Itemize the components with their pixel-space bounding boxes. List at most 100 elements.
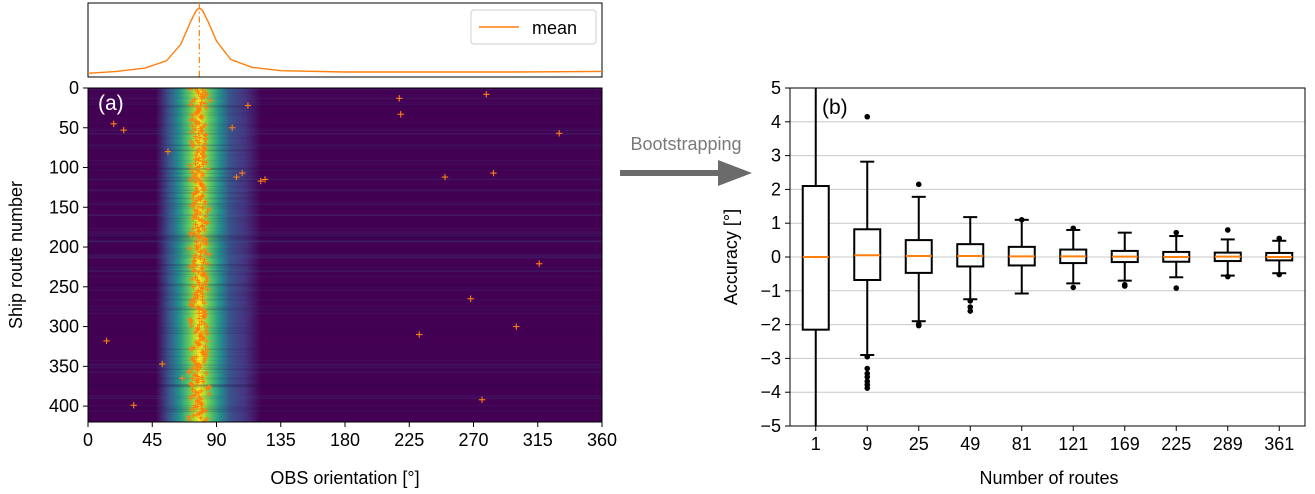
heatmap-streak bbox=[88, 103, 602, 106]
heatmap-streak bbox=[88, 330, 602, 332]
heatmap-panel: (a) 0 45 90 135 180 225 270 315 360 0 50 100 150 200… bbox=[6, 78, 617, 488]
y-tick-label: 250 bbox=[49, 277, 79, 297]
heatmap-marker bbox=[193, 160, 199, 166]
heatmap-streak bbox=[88, 122, 602, 124]
x-tick-label: 180 bbox=[330, 430, 360, 450]
y-tick-label: −3 bbox=[760, 348, 781, 368]
box-1 bbox=[801, 88, 830, 426]
heatmap-marker bbox=[189, 407, 195, 413]
heatmap-streak bbox=[88, 296, 602, 298]
box-81 bbox=[1007, 217, 1036, 295]
heatmap-marker bbox=[196, 120, 202, 126]
heatmap-marker bbox=[196, 322, 202, 328]
heatmap-streak bbox=[88, 312, 602, 314]
heatmap-streak bbox=[88, 410, 602, 412]
heatmap-streak bbox=[88, 235, 602, 237]
heatmap-marker bbox=[257, 177, 264, 185]
heatmap-streak bbox=[88, 178, 602, 181]
heatmap-marker bbox=[194, 363, 200, 369]
heatmap-marker bbox=[200, 349, 206, 355]
heatmap-streak bbox=[88, 172, 602, 174]
heatmap-marker bbox=[199, 265, 205, 271]
heatmap-marker bbox=[197, 135, 203, 141]
heatmap-marker bbox=[203, 132, 209, 138]
y-tick-label: 5 bbox=[771, 78, 781, 98]
y-tick-label: 0 bbox=[771, 247, 781, 267]
heatmap-streak bbox=[88, 236, 602, 238]
heatmap-streak bbox=[88, 150, 602, 152]
heatmap-streak bbox=[88, 231, 602, 232]
heatmap-streak bbox=[88, 244, 602, 246]
heatmap-marker bbox=[201, 94, 207, 100]
flier-point bbox=[967, 304, 974, 310]
heatmap-streak bbox=[88, 94, 602, 96]
heatmap-marker bbox=[188, 232, 194, 238]
heatmap-streak bbox=[88, 368, 602, 370]
y-tick-label: 200 bbox=[49, 237, 79, 257]
heatmap-marker bbox=[197, 169, 203, 175]
marginal-mean-line bbox=[87, 7, 603, 74]
heatmap-marker bbox=[193, 221, 199, 227]
y-tick-label: 400 bbox=[49, 396, 79, 416]
heatmap-streak bbox=[88, 217, 602, 220]
flier-point bbox=[1070, 284, 1077, 291]
flier-point bbox=[915, 181, 922, 188]
heatmap-marker bbox=[190, 413, 196, 419]
heatmap-marker bbox=[194, 246, 200, 252]
heatmap-streak bbox=[88, 363, 602, 366]
heatmap-marker bbox=[198, 415, 204, 421]
heatmap-marker bbox=[189, 123, 195, 129]
heatmap-marker bbox=[229, 124, 236, 131]
heatmap-marker bbox=[207, 384, 213, 390]
heatmap-marker bbox=[187, 395, 193, 401]
heatmap-marker bbox=[483, 91, 490, 98]
box-225 bbox=[1162, 229, 1191, 291]
heatmap-streak bbox=[88, 96, 602, 98]
heatmap-streak bbox=[88, 143, 602, 146]
legend-frame bbox=[470, 9, 597, 45]
heatmap-streak bbox=[88, 169, 602, 170]
heatmap-streak bbox=[88, 149, 602, 151]
heatmap-marker bbox=[192, 96, 198, 102]
heatmap-marker bbox=[203, 282, 209, 288]
heatmap-marker bbox=[189, 129, 195, 135]
heatmap-streak bbox=[88, 234, 602, 237]
flier-point bbox=[915, 322, 922, 329]
heatmap-marker bbox=[261, 176, 269, 183]
heatmap-marker bbox=[189, 276, 195, 282]
heatmap-marker bbox=[200, 266, 206, 272]
heatmap-streak bbox=[88, 273, 602, 275]
heatmap-background bbox=[88, 88, 602, 422]
heatmap-streak bbox=[88, 198, 602, 200]
heatmap-streak bbox=[88, 92, 602, 94]
bootstrapping-label: Bootstrapping bbox=[630, 134, 741, 154]
heatmap-marker bbox=[190, 365, 196, 371]
y-tick-label: −4 bbox=[760, 382, 781, 402]
heatmap-streak bbox=[88, 188, 602, 191]
boxplot-y-ticks: −5 −4 −3 −2 −1 0 1 2 3 4 5 bbox=[760, 78, 790, 436]
heatmap-marker bbox=[196, 269, 202, 275]
heatmap-marker bbox=[196, 130, 202, 136]
heatmap-x-ticks: 0 45 90 135 180 225 270 315 360 bbox=[83, 422, 617, 450]
heatmap-streak bbox=[88, 267, 602, 269]
heatmap-streak bbox=[88, 323, 602, 325]
heatmap-marker bbox=[201, 300, 207, 306]
heatmap-marker bbox=[187, 317, 193, 323]
heatmap-marker bbox=[200, 272, 206, 278]
heatmap-marker bbox=[233, 173, 240, 181]
heatmap-marker bbox=[202, 247, 208, 253]
heatmap-marker bbox=[190, 262, 196, 268]
heatmap-marker bbox=[198, 396, 204, 402]
flier-point bbox=[1276, 235, 1283, 242]
heatmap-y-ticks: 0 50 100 150 200 250 300 350 400 bbox=[49, 78, 88, 416]
heatmap-streak bbox=[88, 371, 602, 374]
heatmap-marker bbox=[195, 373, 201, 379]
y-tick-label: 3 bbox=[771, 146, 781, 166]
heatmap-marker bbox=[202, 257, 208, 263]
heatmap-marker bbox=[196, 216, 202, 222]
heatmap-streak bbox=[88, 307, 602, 309]
heatmap-streak bbox=[88, 242, 602, 244]
heatmap-marker bbox=[199, 319, 205, 325]
heatmap-marker bbox=[191, 299, 197, 305]
heatmap-streak bbox=[88, 384, 602, 387]
